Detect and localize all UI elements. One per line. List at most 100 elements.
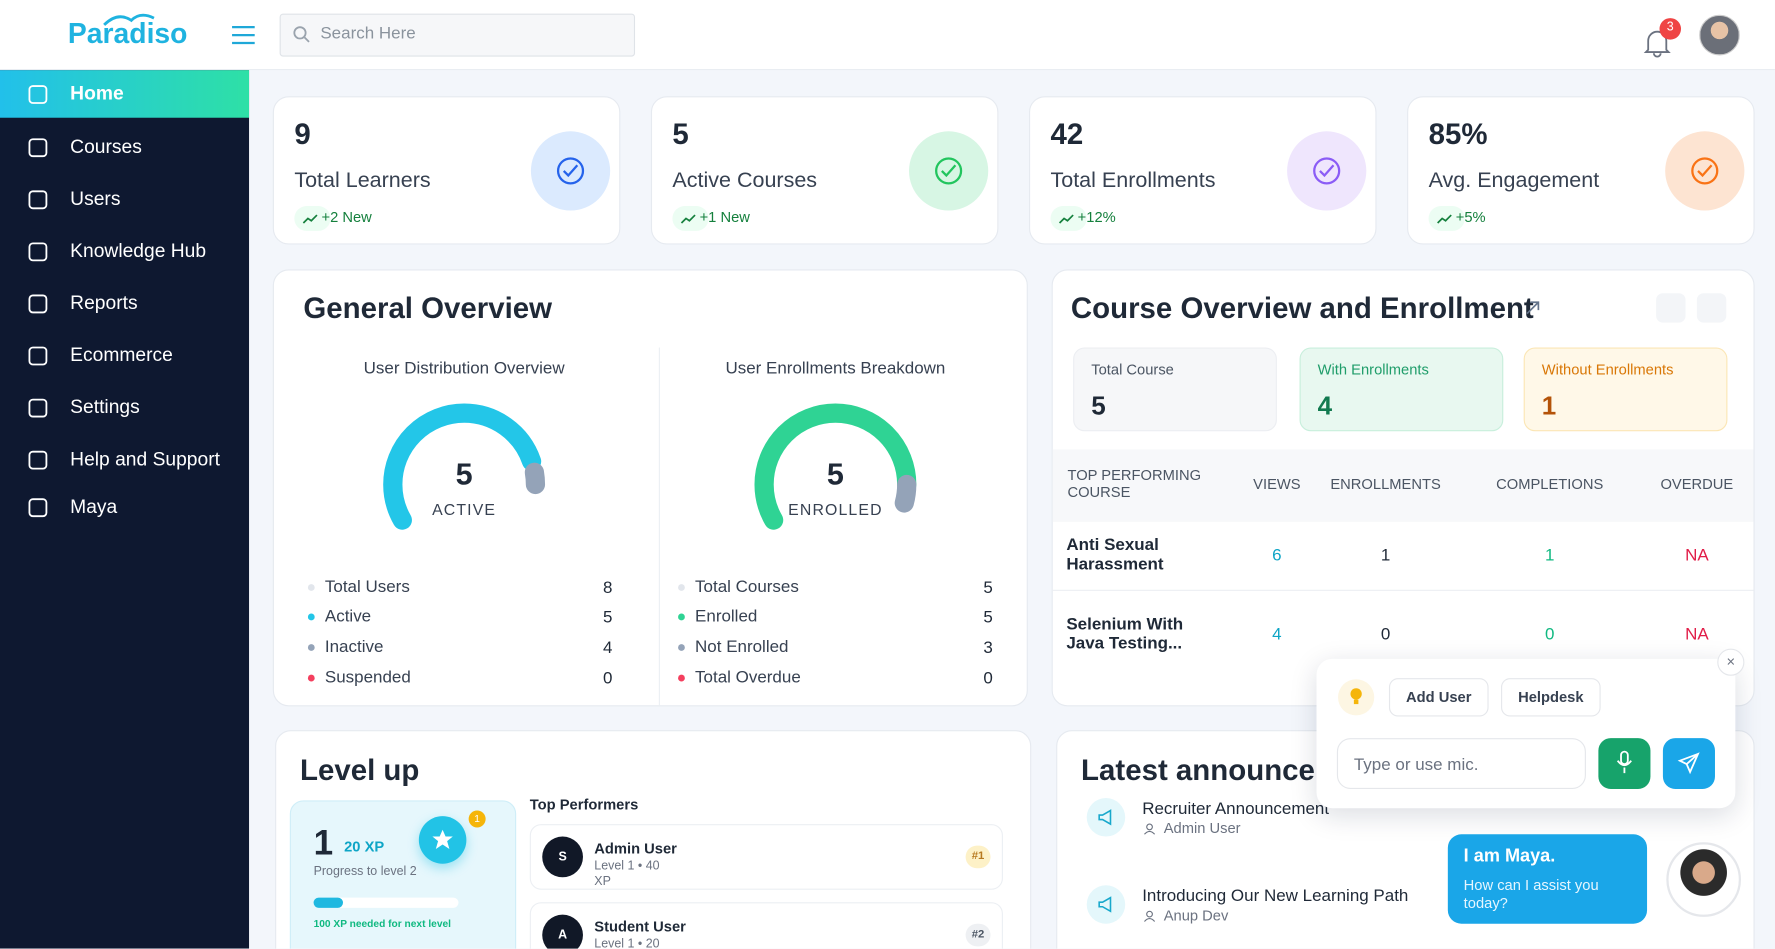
legend-dot [678, 644, 685, 651]
top-bar [0, 0, 1775, 71]
maya-bubble[interactable]: I am Maya. How can I assist you today? [1447, 834, 1648, 924]
stat-change: +1 New [699, 208, 750, 226]
sidebar-item[interactable]: Maya [70, 495, 118, 518]
icon-shape [28, 398, 48, 418]
maya-avatar[interactable] [1666, 842, 1742, 917]
performer-name: Admin User [594, 839, 677, 857]
notification-count: 3 [1666, 20, 1674, 34]
xp-value: 20 XP [344, 837, 385, 855]
announcement-icon-bg [1086, 885, 1126, 924]
sidebar-item[interactable]: Knowledge Hub [70, 239, 207, 262]
sidebar-icon [28, 398, 48, 418]
toolbar-button[interactable] [1656, 293, 1686, 323]
table-header: ENROLLMENTS [1330, 475, 1441, 493]
stat-icon-bg [1665, 131, 1745, 211]
icon-shape [1350, 688, 1362, 700]
sidebar-item[interactable]: Home [70, 82, 124, 105]
legend-dot [307, 644, 315, 651]
sidebar-icon [28, 242, 48, 262]
donut-segment [754, 403, 917, 566]
search-icon [293, 26, 310, 43]
icon-shape [1146, 910, 1153, 918]
panel-title: User Distribution Overview [363, 358, 565, 379]
table-header: COMPLETIONS [1496, 475, 1604, 493]
icon-shape [28, 85, 48, 104]
toolbar-button[interactable] [1696, 293, 1727, 323]
send-button[interactable] [1662, 738, 1715, 790]
icon-shape [28, 346, 48, 366]
close-button[interactable]: × [1717, 648, 1745, 676]
star-icon [432, 829, 453, 849]
icon-shape [1677, 752, 1700, 775]
trend-icon [302, 214, 318, 224]
legend-value: 5 [983, 578, 993, 598]
stat-card: 9 Total Learners +2 New [272, 96, 621, 245]
stat-value: 42 [1050, 116, 1084, 151]
icon-shape [556, 157, 585, 185]
stat-value: 9 [294, 116, 311, 151]
progress-track [313, 897, 459, 908]
stat-icon [1691, 157, 1719, 185]
icon-shape [1144, 830, 1156, 835]
legend-dot [678, 674, 685, 682]
menu-icon[interactable] [231, 25, 256, 45]
legend-value: 5 [602, 607, 613, 628]
sidebar-item[interactable]: Settings [70, 396, 140, 418]
sidebar-item[interactable]: Help and Support [70, 448, 220, 470]
icon-shape [1319, 164, 1335, 178]
icon-shape [1526, 301, 1540, 315]
section-title: Top Performers [529, 795, 639, 813]
performer-meta: Level 1 • 20 [594, 937, 660, 949]
donut-center-value: 5 [455, 457, 473, 492]
stat-change: +2 New [321, 208, 372, 226]
stat-label: Avg. Engagement [1428, 168, 1600, 193]
rank-pill: #1 [965, 845, 991, 869]
megaphone-icon [1098, 896, 1112, 913]
donut-segment [383, 403, 546, 566]
bulb-icon [1350, 688, 1362, 705]
maya-prompt: How can I assist you today? [1463, 876, 1599, 912]
announcement-author: Admin User [1163, 819, 1241, 837]
table-header: VIEWS [1253, 475, 1301, 493]
announcement-author: Anup Dev [1163, 906, 1229, 924]
sidebar-item[interactable]: Courses [70, 135, 142, 158]
legend-value: 5 [983, 607, 993, 628]
announcement-title[interactable]: Introducing Our New Learning Path [1142, 886, 1409, 906]
stat-value: 5 [672, 116, 689, 151]
performer-avatar: A [542, 914, 583, 949]
search-box[interactable] [279, 13, 636, 57]
trend-icon [1058, 214, 1074, 224]
legend-dot [307, 584, 315, 591]
profile-avatar[interactable] [1699, 14, 1740, 56]
announcement-title[interactable]: Recruiter Announcement [1142, 799, 1330, 819]
legend-value: 0 [602, 669, 613, 689]
sidebar-item[interactable]: Reports [70, 292, 138, 314]
donut-center-label: ENROLLED [788, 500, 883, 519]
performer-card [529, 902, 1003, 949]
summary-value: 5 [1091, 390, 1106, 420]
icon-shape [1691, 157, 1719, 185]
legend-label: Suspended [324, 667, 411, 688]
chat-input[interactable]: Type or use mic. [1336, 738, 1586, 790]
sidebar-item[interactable]: Users [70, 187, 121, 210]
summary-box: Without Enrollments 1 [1523, 347, 1728, 432]
sidebar-icon [28, 190, 48, 210]
notification-badge-bg [1659, 18, 1682, 40]
legend-dot [678, 584, 685, 591]
trend-line [1058, 214, 1074, 224]
course-name: Selenium With Java Testing... [1066, 614, 1184, 654]
icon-shape [28, 498, 48, 518]
icon-shape [1697, 164, 1713, 178]
person-icon [1144, 910, 1156, 922]
card-title: Course Overview and Enrollment [1070, 290, 1534, 325]
send-icon [1677, 752, 1700, 775]
panel-title: User Enrollments Breakdown [725, 358, 946, 379]
quick-action-button[interactable]: Add User [1388, 678, 1489, 717]
card-title: General Overview [303, 290, 553, 325]
sidebar-item[interactable]: Ecommerce [70, 344, 173, 366]
icon-shape [1616, 760, 1632, 774]
quick-action-button[interactable]: Helpdesk [1501, 678, 1601, 717]
logo: Paradiso [67, 18, 188, 50]
megaphone-icon [1098, 809, 1112, 826]
icon-shape [1620, 750, 1629, 766]
